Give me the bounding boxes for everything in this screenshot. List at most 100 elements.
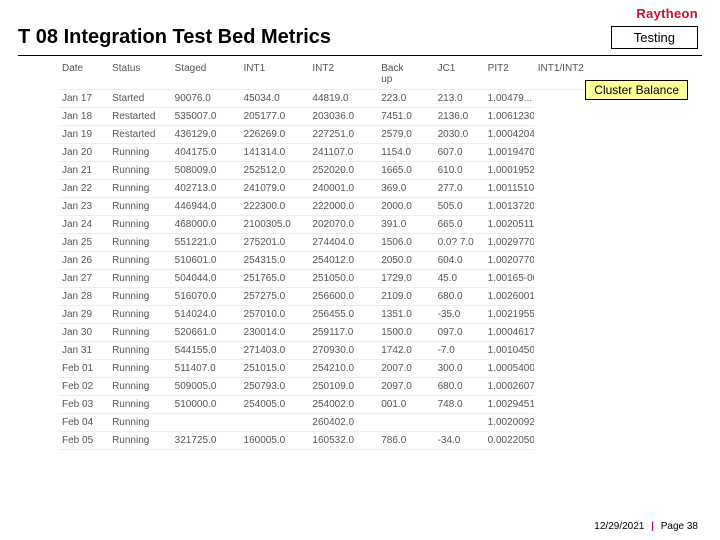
cell: Started (108, 90, 171, 108)
col-0: Date (58, 60, 108, 90)
cell: 097.0 (434, 324, 484, 342)
table-row: Jan 29Running514024.0257010.0256455.0135… (58, 306, 684, 324)
metrics-table: DateStatusStagedINT1INT2BackupJC1PIT2INT… (58, 60, 684, 450)
cell: 2579.0 (377, 126, 433, 144)
cell: Jan 27 (58, 270, 108, 288)
cell: Jan 17 (58, 90, 108, 108)
cell: 260402.0 (308, 414, 377, 432)
cell: Jan 30 (58, 324, 108, 342)
page-title: T 08 Integration Test Bed Metrics (18, 26, 331, 49)
cell: -35.0 (434, 306, 484, 324)
cell: 508009.0 (171, 162, 240, 180)
cell: 1351.0 (377, 306, 433, 324)
cell: 510000.0 (171, 396, 240, 414)
table-row: Jan 20Running404175.0141314.0241107.0115… (58, 144, 684, 162)
cell: 436129.0 (171, 126, 240, 144)
cell: 1.00194705150 (484, 144, 534, 162)
cell: 446944.0 (171, 198, 240, 216)
cell: 254005.0 (240, 396, 309, 414)
cell: 300.0 (434, 360, 484, 378)
cell: 369.0 (377, 180, 433, 198)
cell: 1506.0 (377, 234, 433, 252)
cell: 665.0 (434, 216, 484, 234)
cell: Jan 31 (58, 342, 108, 360)
cell: 1.00104500001 (484, 342, 534, 360)
col-4: INT2 (308, 60, 377, 90)
cell: 213.0 (434, 90, 484, 108)
cell: 275201.0 (240, 234, 309, 252)
cell: 2030.0 (434, 126, 484, 144)
cell: Running (108, 198, 171, 216)
table-row: Feb 03Running510000.0254005.0254002.0001… (58, 396, 684, 414)
cell: 510601.0 (171, 252, 240, 270)
cell: Running (108, 306, 171, 324)
cell: 1.00612307220 (484, 108, 534, 126)
cell: Running (108, 252, 171, 270)
cell: 90076.0 (171, 90, 240, 108)
cell: 0.0? 7.0 (434, 234, 484, 252)
cell: 240001.0 (308, 180, 377, 198)
cell: 250793.0 (240, 378, 309, 396)
cell: 1.0020092179 5 (484, 414, 534, 432)
cell: 1.00207704042 (484, 252, 534, 270)
table-row: Jan 24Running468000.02100305.0202070.039… (58, 216, 684, 234)
col-3: INT1 (240, 60, 309, 90)
cell: -7.0 (434, 342, 484, 360)
cell: Running (108, 378, 171, 396)
cell: 2050.0 (377, 252, 433, 270)
cell: 505.0 (434, 198, 484, 216)
cell: 251015.0 (240, 360, 309, 378)
table-row: Jan 18Restarted535007.0205177.0203036.07… (58, 108, 684, 126)
cell: Jan 28 (58, 288, 108, 306)
cell: 160532.0 (308, 432, 377, 450)
cell: Jan 29 (58, 306, 108, 324)
testing-badge: Testing (611, 26, 698, 49)
cell: Jan 23 (58, 198, 108, 216)
cell: 610.0 (434, 162, 484, 180)
cell: Feb 04 (58, 414, 108, 432)
cell: 205177.0 (240, 108, 309, 126)
cluster-balance-callout: Cluster Balance (585, 80, 688, 100)
col-1: Status (108, 60, 171, 90)
cell: 1.00042042051 (484, 126, 534, 144)
cell: 520661.0 (171, 324, 240, 342)
cell: 509005.0 (171, 378, 240, 396)
cell: 2100305.0 (240, 216, 309, 234)
cell: Feb 05 (58, 432, 108, 450)
cell: 544155.0 (171, 342, 240, 360)
cell: Jan 24 (58, 216, 108, 234)
footer-separator: | (647, 521, 658, 532)
cell: 1.00115102257 (484, 180, 534, 198)
cell: 160005.0 (240, 432, 309, 450)
cell: 680.0 (434, 288, 484, 306)
cell: 391.0 (377, 216, 433, 234)
cell: Running (108, 324, 171, 342)
table-row: Jan 31Running544155.0271403.0270930.0174… (58, 342, 684, 360)
table-row: Jan 28Running516070.0257275.0256600.0210… (58, 288, 684, 306)
cell: 223.0 (377, 90, 433, 108)
cell: 251765.0 (240, 270, 309, 288)
cell: 2007.0 (377, 360, 433, 378)
cell: 141314.0 (240, 144, 309, 162)
cell: 1729.0 (377, 270, 433, 288)
cell: 222300.0 (240, 198, 309, 216)
cell: 1500.0 (377, 324, 433, 342)
cell: 2136.0 (434, 108, 484, 126)
cell: 1.00026072502 (484, 378, 534, 396)
cell (240, 414, 309, 432)
cell: Jan 26 (58, 252, 108, 270)
footer-page: Page 38 (661, 521, 698, 532)
cell: 252020.0 (308, 162, 377, 180)
cell: 1.00019522057 (484, 162, 534, 180)
cell: 252512.0 (240, 162, 309, 180)
cell: 1.00219551632 (484, 306, 534, 324)
cell: 227251.0 (308, 126, 377, 144)
table-row: Feb 05Running321725.0160005.0160532.0786… (58, 432, 684, 450)
cell: Running (108, 180, 171, 198)
cell: 254210.0 (308, 360, 377, 378)
cell: 256600.0 (308, 288, 377, 306)
table-row: Jan 23Running446944.0222300.0222000.0200… (58, 198, 684, 216)
col-2: Staged (171, 60, 240, 90)
cell: 2109.0 (377, 288, 433, 306)
cell: 504044.0 (171, 270, 240, 288)
